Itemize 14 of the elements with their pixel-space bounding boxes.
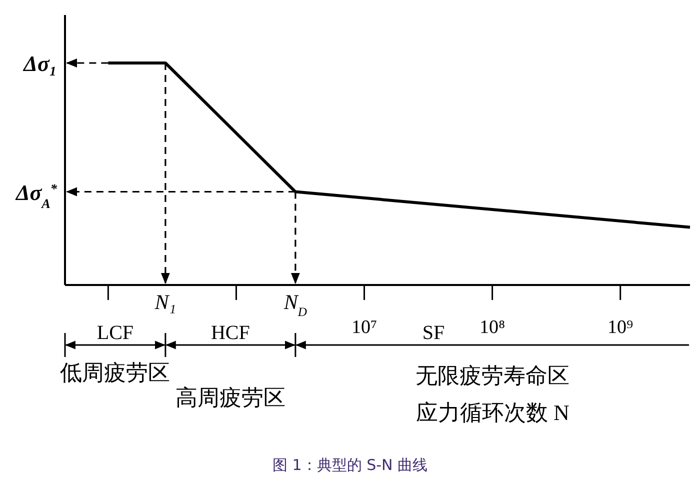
text: 低周疲劳区 [60,360,170,385]
text: HCF [210,322,250,344]
text: 图 1：典型的 S-N 曲线 [272,456,428,474]
ref-line-label: N$_{D}$ [282,290,307,319]
text: 无限疲劳寿命区 [416,363,570,388]
x-tick-label: 10⁷ [351,317,378,338]
text: SF [422,322,445,344]
x-tick-label: 10⁸ [479,317,506,338]
ref-line-label: Δσ₁ [22,51,57,76]
x-tick-label: 10⁹ [608,317,634,338]
x-axis-title: 应力循环次数 N [416,400,570,425]
ref-line-label: N₁ [154,290,176,314]
text: LCF [96,322,134,344]
text: 高周疲劳区 [175,385,286,410]
